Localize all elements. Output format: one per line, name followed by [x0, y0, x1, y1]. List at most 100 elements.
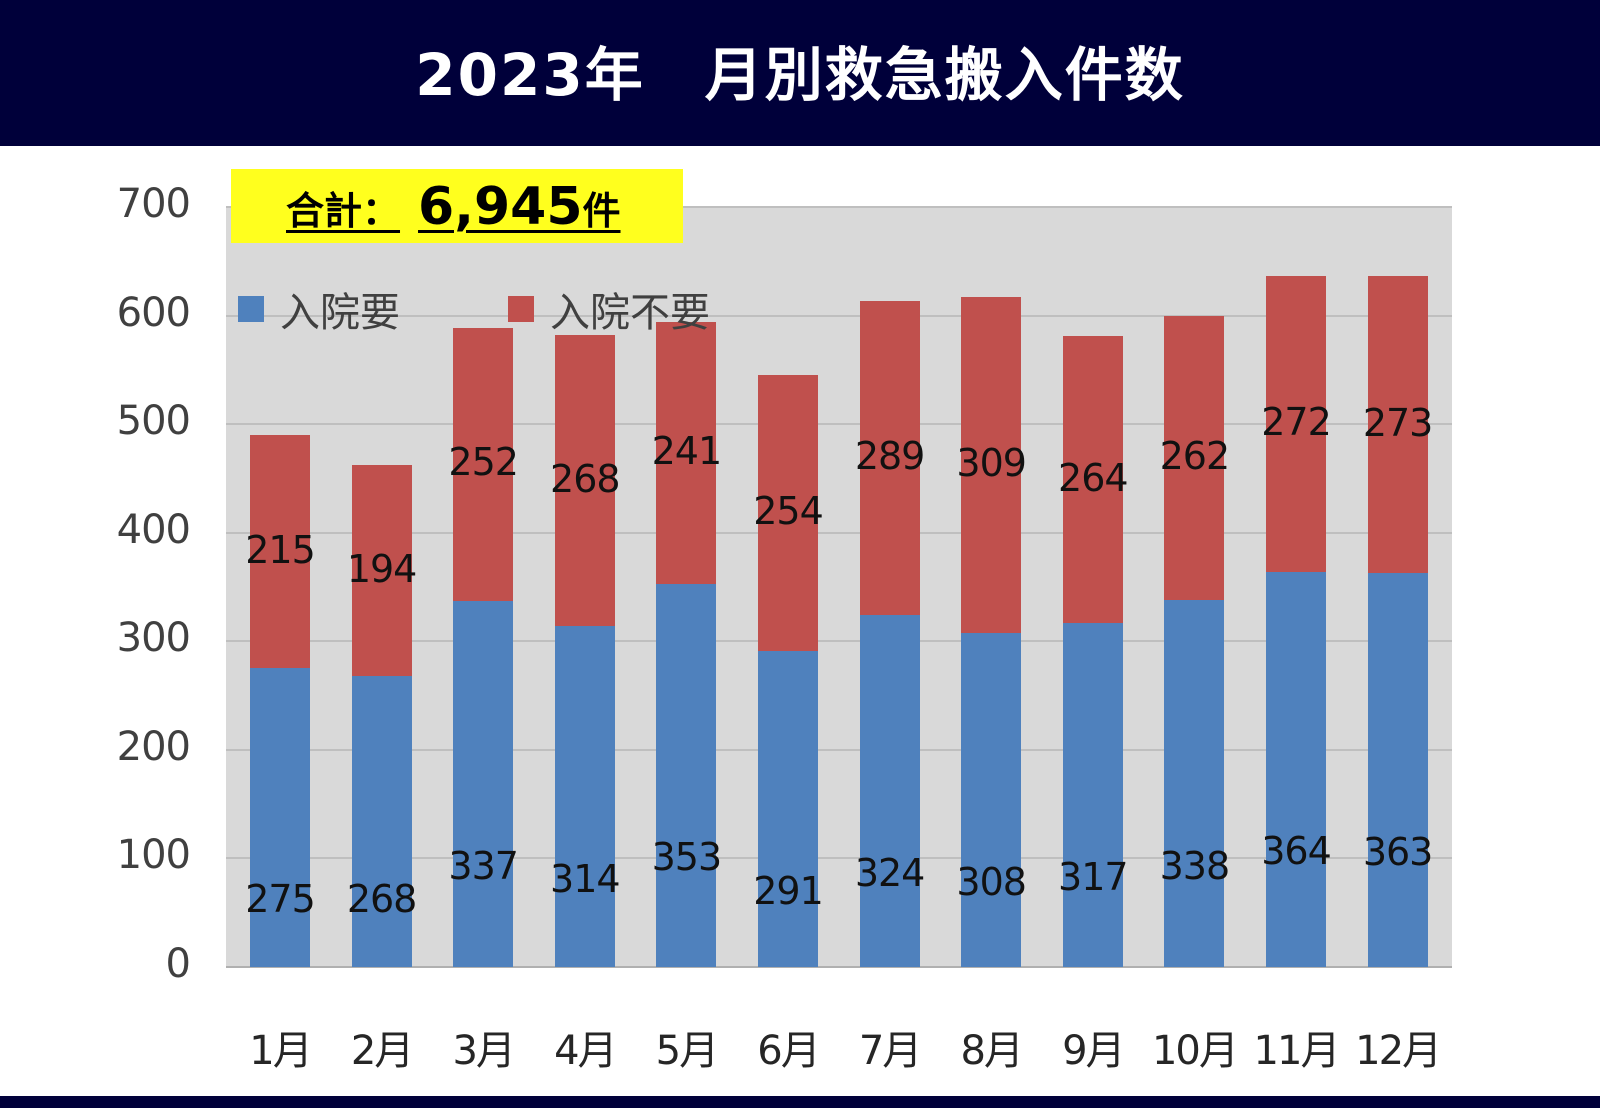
- x-tick-label: 1月: [249, 1028, 312, 1074]
- bar-9: 264 317: [1058, 336, 1129, 967]
- y-tick-label: 500: [116, 398, 191, 445]
- bar-10: 262 338: [1160, 315, 1230, 967]
- legend-swatch-red-icon: [508, 296, 534, 322]
- x-tick-label: 10月: [1151, 1028, 1239, 1074]
- bar-segment-not-hospitalized: [961, 297, 1022, 633]
- total-label: 合計：: [286, 189, 401, 233]
- y-tick-label: 700: [116, 181, 191, 227]
- x-tick-label: 3月: [452, 1028, 515, 1074]
- page-title: 2023年 月別救急搬入件数: [415, 41, 1185, 109]
- y-tick-label: 100: [116, 832, 191, 879]
- x-tick-label: 8月: [960, 1028, 1023, 1074]
- bar-5: 241 353: [652, 322, 722, 967]
- value-label-not-hospitalized: 264: [1058, 455, 1129, 500]
- bar-segment-not-hospitalized: [1266, 276, 1326, 572]
- bar-segment-not-hospitalized: [1062, 336, 1123, 623]
- bar-segment-not-hospitalized: [1164, 315, 1225, 601]
- legend-item-hospitalized: 入院要: [238, 280, 400, 338]
- value-label-hospitalized: 364: [1261, 829, 1332, 874]
- bar-1: 215 275: [245, 435, 316, 967]
- value-label-hospitalized: 353: [651, 835, 723, 880]
- footer-bar: [0, 1096, 1600, 1108]
- y-tick-label: 600: [116, 289, 191, 336]
- total-text: 合計： 6,945件: [286, 177, 621, 237]
- bar-7: 289 324: [855, 301, 925, 967]
- bar-segment-not-hospitalized: [656, 322, 717, 584]
- value-label-hospitalized: 317: [1058, 854, 1129, 899]
- legend-label: 入院要: [280, 290, 400, 336]
- value-label-not-hospitalized: 272: [1261, 400, 1332, 445]
- value-label-not-hospitalized: 194: [346, 546, 418, 591]
- value-label-hospitalized: 268: [346, 876, 418, 921]
- legend-item-not-hospitalized: 入院不要: [508, 280, 710, 338]
- value-label-hospitalized: 324: [854, 851, 926, 896]
- value-label-not-hospitalized: 215: [245, 527, 316, 572]
- gridline: [226, 640, 1452, 643]
- y-tick-label: 400: [116, 506, 191, 553]
- bar-12: 273 363: [1363, 276, 1433, 967]
- bar-segment-hospitalized: [961, 632, 1022, 967]
- bar-segment-hospitalized: [1164, 600, 1225, 967]
- bar-6: 254 291: [753, 375, 824, 967]
- bar-segment-not-hospitalized: [1367, 276, 1428, 573]
- bar-segment-not-hospitalized: [554, 335, 615, 627]
- x-tick-label: 4月: [554, 1028, 617, 1074]
- bar-segment-hospitalized: [453, 601, 514, 967]
- bar-segment-hospitalized: [1062, 622, 1123, 967]
- value-label-hospitalized: 275: [245, 877, 316, 921]
- gridline: [226, 857, 1452, 860]
- x-tick-label: 12月: [1355, 1028, 1442, 1074]
- x-axis-line: [226, 966, 1452, 968]
- bar-segment-not-hospitalized: [758, 375, 818, 652]
- total-unit: 件: [582, 189, 621, 233]
- value-label-hospitalized: 314: [550, 856, 621, 901]
- gridline: [226, 314, 1452, 317]
- value-label-not-hospitalized: 289: [854, 434, 926, 479]
- bar-segment-hospitalized: [351, 676, 412, 967]
- bar-segment-not-hospitalized: [351, 465, 412, 677]
- bar-2: 194 268: [347, 465, 417, 967]
- value-label-not-hospitalized: 241: [651, 428, 723, 473]
- bar-segment-hospitalized: [1367, 572, 1428, 967]
- value-label-hospitalized: 363: [1362, 829, 1434, 874]
- bar-segment-not-hospitalized: [453, 327, 514, 602]
- legend-label: 入院不要: [550, 290, 710, 336]
- value-label-not-hospitalized: 273: [1362, 400, 1434, 445]
- bar-segment-not-hospitalized: [859, 301, 920, 616]
- x-tick-label: 2月: [350, 1028, 414, 1074]
- x-tick-label: 6月: [757, 1028, 820, 1074]
- value-label-not-hospitalized: 268: [550, 456, 621, 501]
- x-tick-label: 11月: [1253, 1028, 1341, 1074]
- bar-segment-hospitalized: [250, 668, 310, 967]
- y-tick-label: 300: [116, 615, 191, 662]
- total-value: 6,945: [418, 177, 583, 237]
- total-badge: 合計： 6,945件: [231, 169, 683, 243]
- value-label-not-hospitalized: 252: [448, 440, 519, 485]
- bar-segment-hospitalized: [656, 583, 717, 967]
- gridline: [226, 423, 1452, 426]
- bar-segment-not-hospitalized: [250, 435, 310, 669]
- bar-segment-hospitalized: [1266, 571, 1326, 967]
- bar-segment-hospitalized: [859, 615, 920, 967]
- x-tick-label: 5月: [655, 1028, 719, 1074]
- value-label-hospitalized: 291: [753, 869, 824, 914]
- gridline: [226, 748, 1452, 751]
- x-tick-label: 9月: [1062, 1028, 1125, 1074]
- y-tick-label: 0: [165, 941, 191, 987]
- bar-4: 268 314: [550, 335, 621, 967]
- legend-swatch-blue-icon: [238, 296, 264, 322]
- value-label-not-hospitalized: 309: [956, 440, 1027, 485]
- bar-11: 272 364: [1261, 276, 1332, 967]
- x-tick-label: 7月: [858, 1028, 922, 1074]
- gridline: [226, 206, 1452, 209]
- bar-segment-hospitalized: [554, 626, 615, 967]
- value-label-hospitalized: 337: [448, 844, 519, 889]
- bar-8: 309 308: [956, 297, 1027, 967]
- header-banner: 2023年 月別救急搬入件数: [0, 0, 1600, 146]
- plot-area: 215 275 194 268 252 337 268 314 241 353 254 291 289 3…: [226, 206, 1452, 968]
- bar-3: 252 337: [448, 327, 519, 967]
- value-label-hospitalized: 308: [956, 859, 1027, 904]
- value-label-not-hospitalized: 254: [753, 489, 824, 534]
- value-label-hospitalized: 338: [1159, 843, 1231, 888]
- gridline: [226, 531, 1452, 534]
